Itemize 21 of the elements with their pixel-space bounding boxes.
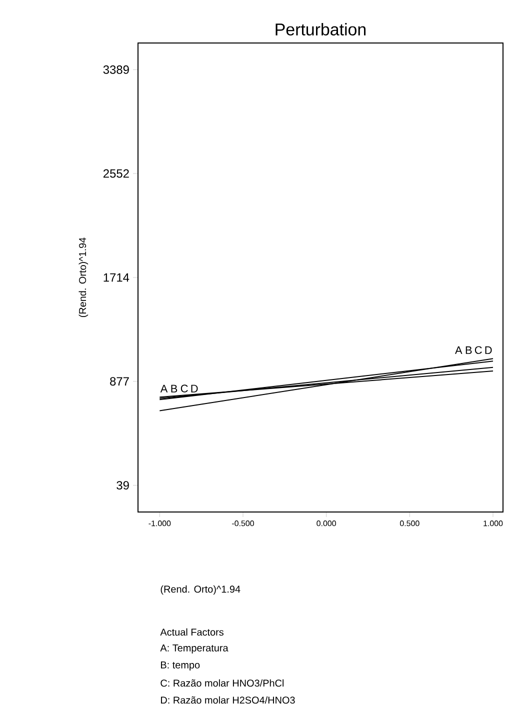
text: A xyxy=(160,384,168,392)
text: D: Razão molar H2SO4/HNO3 xyxy=(161,696,295,704)
text: A: Temperatura xyxy=(160,644,228,654)
chart-title: Perturbation xyxy=(276,23,366,36)
y-tick-label: 877 xyxy=(110,377,129,386)
y-tick-label: 3389 xyxy=(103,65,129,74)
text: C: Razão molar HNO3/PhCl xyxy=(160,679,284,687)
text: (Rend. Orto)^1.94 xyxy=(160,585,240,595)
text: B xyxy=(466,346,472,354)
text: Actual Factors xyxy=(160,628,224,636)
series-label: A xyxy=(455,346,462,354)
series-label: B xyxy=(171,384,178,392)
y-tick-label: 39 xyxy=(116,481,129,490)
series-label: D xyxy=(191,384,198,392)
y-tick-label: 2552 xyxy=(103,169,129,178)
y-axis-title: (Rend. Orto)^1.94 xyxy=(78,238,88,318)
y-tick-label: 1714 xyxy=(104,273,130,282)
text: D xyxy=(485,346,492,354)
text: B: tempo xyxy=(161,662,200,670)
series-label: C xyxy=(180,384,188,392)
text: C xyxy=(474,346,482,354)
